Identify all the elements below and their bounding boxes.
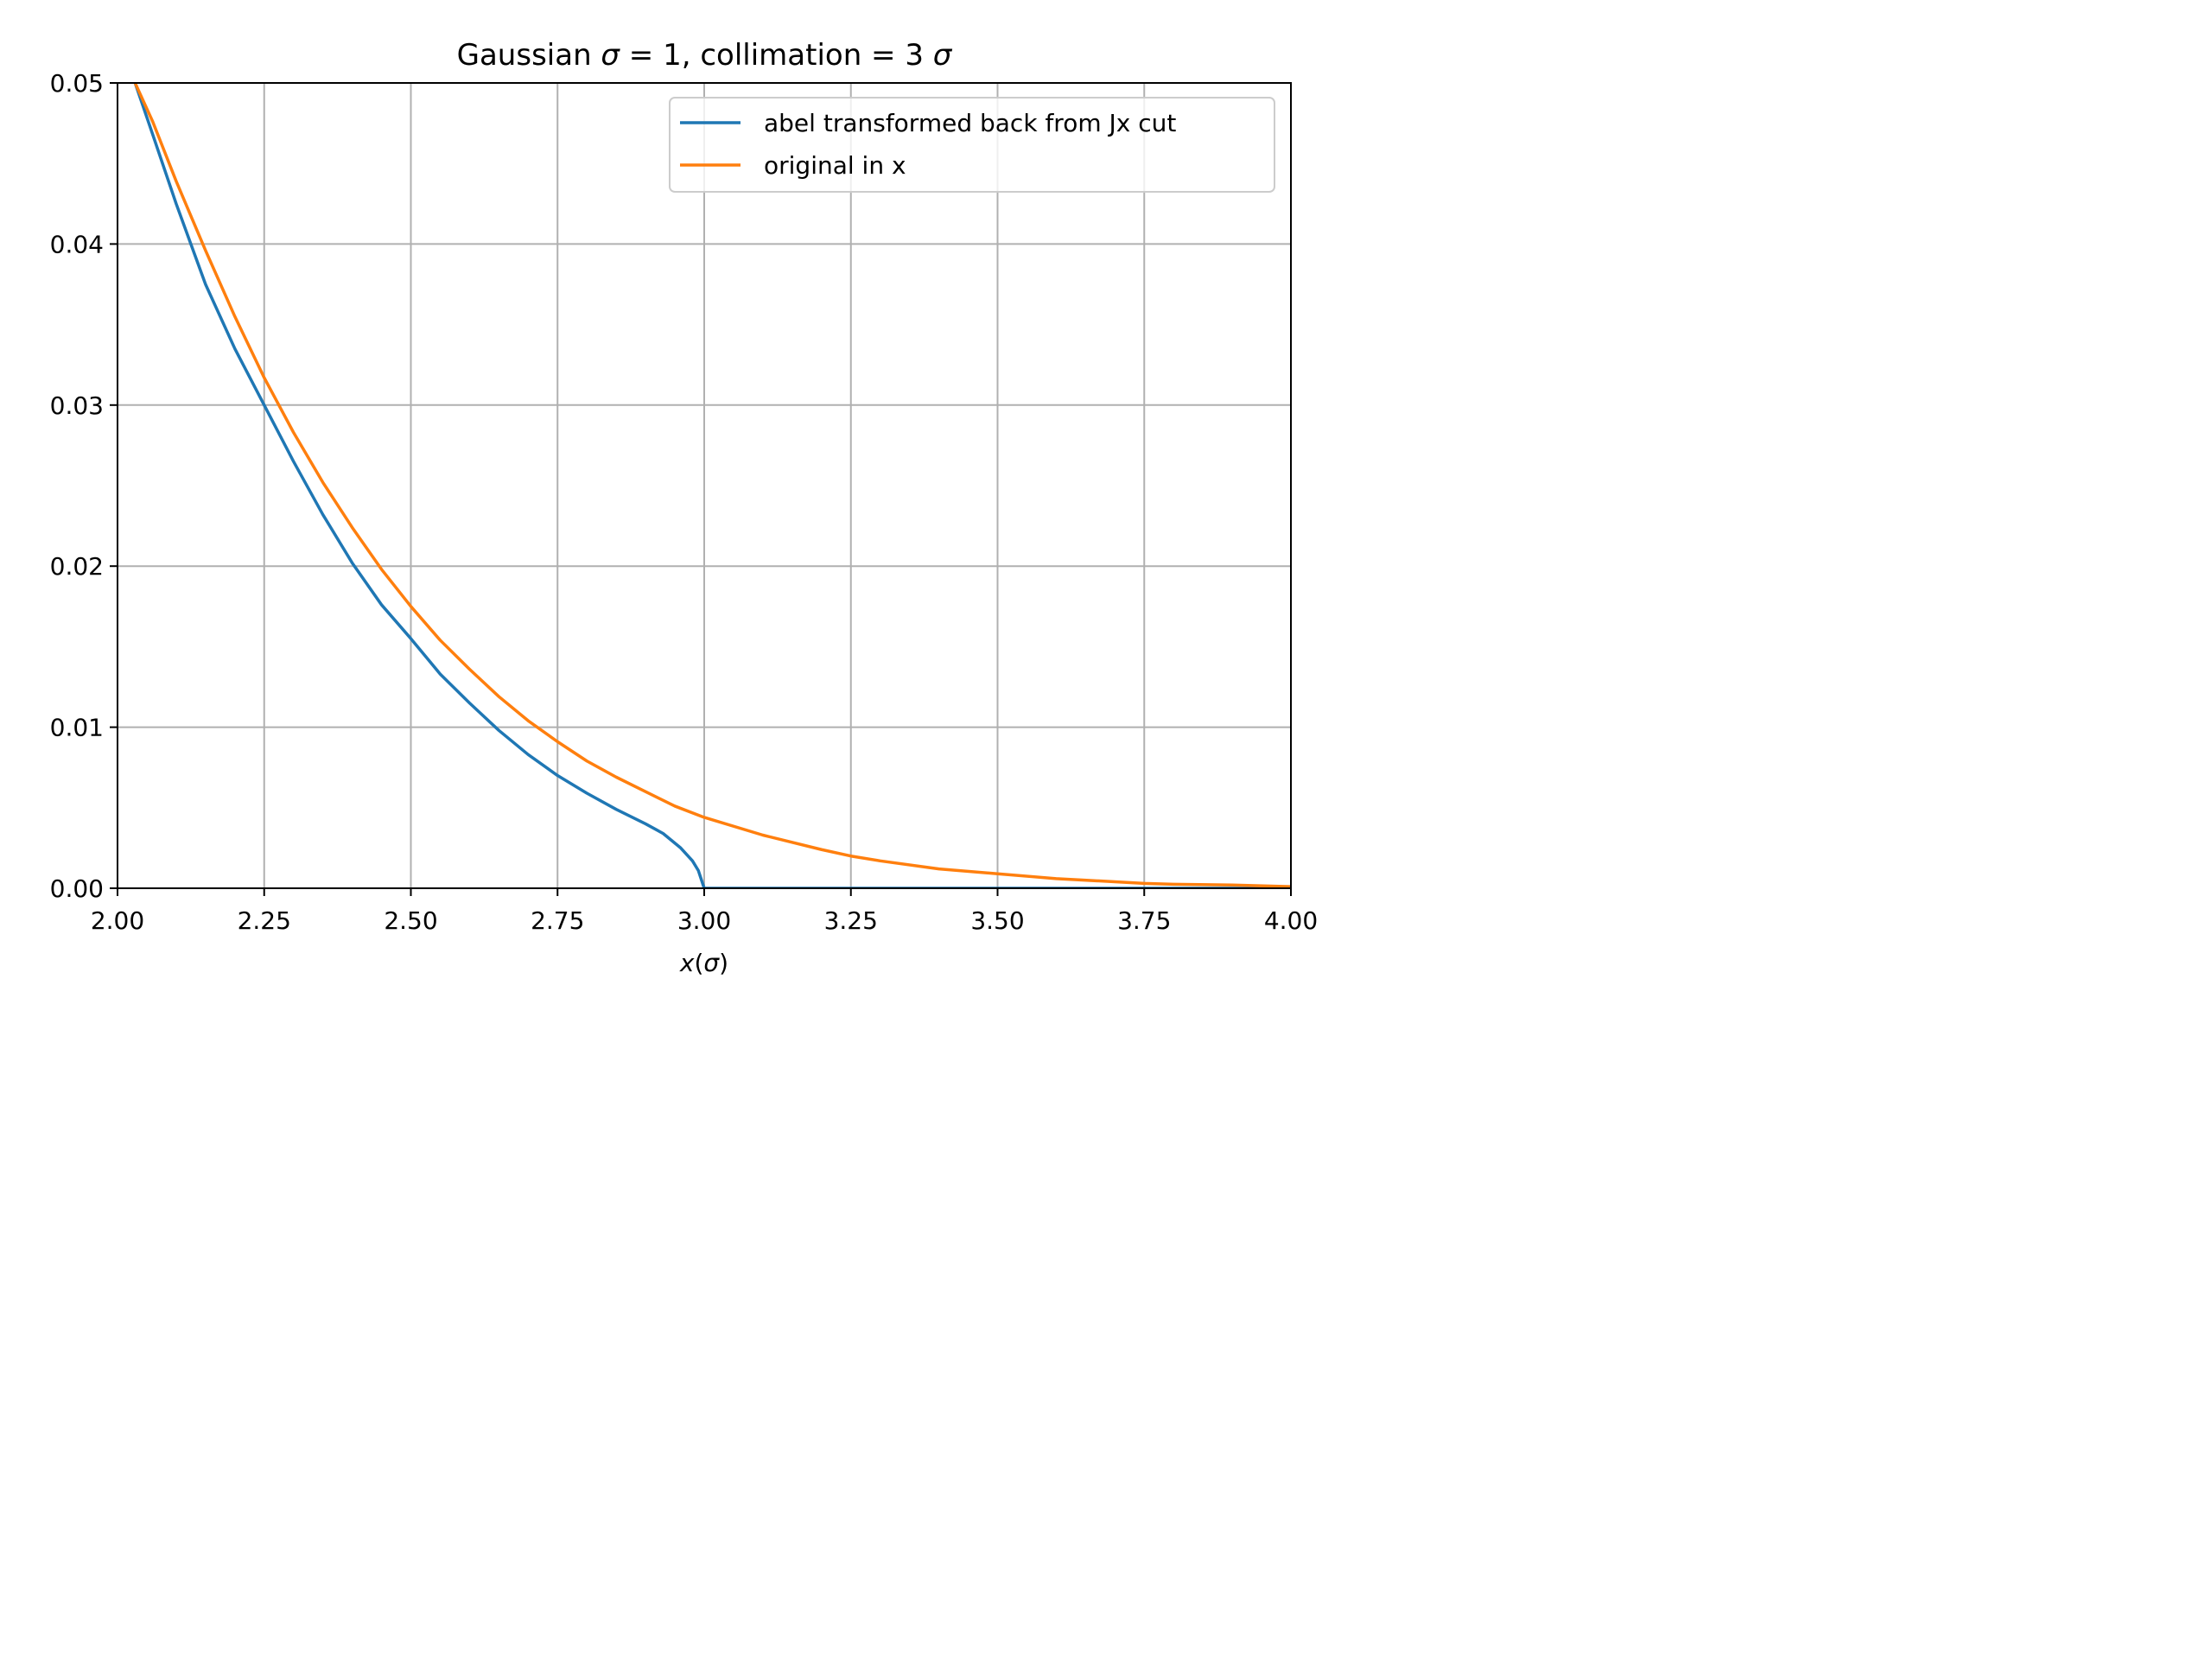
- y-tick-label: 0.01: [50, 714, 104, 742]
- y-tick-label: 0.05: [50, 69, 104, 98]
- x-tick-label: 2.25: [238, 906, 291, 935]
- x-tick-label: 2.50: [384, 906, 437, 935]
- chart-title: Gaussian σ = 1, collimation = 3 σ: [457, 38, 953, 73]
- y-tick-label: 0.02: [50, 552, 104, 581]
- x-tick-label: 2.00: [91, 906, 144, 935]
- legend-box: [669, 97, 1275, 193]
- x-axis-label: x(σ): [679, 949, 728, 977]
- y-tick-label: 0.03: [50, 391, 104, 420]
- legend-label-abel: abel transformed back from Jx cut: [764, 109, 1176, 137]
- series-line-original: [133, 83, 1291, 888]
- x-tick-label: 2.75: [531, 906, 584, 935]
- chart: Gaussian σ = 1, collimation = 3 σ 2.00 2.…: [0, 0, 1351, 1013]
- x-tick-label: 4.00: [1264, 906, 1318, 935]
- ticks: 2.00 2.25 2.50 2.75 3.00 3.25 3.50 3.75 4.00 0.00…: [50, 69, 1319, 935]
- x-tick-label: 3.50: [970, 906, 1024, 935]
- series-line-abel: [133, 83, 1291, 888]
- legend-label-original: original in x: [764, 151, 906, 180]
- x-tick-label: 3.75: [1117, 906, 1171, 935]
- legend: abel transformed back from Jx cut origin…: [669, 97, 1275, 193]
- x-tick-label: 3.25: [824, 906, 878, 935]
- series-layer: [133, 83, 1291, 888]
- y-tick-label: 0.04: [50, 230, 104, 258]
- x-tick-label: 3.00: [677, 906, 731, 935]
- y-tick-label: 0.00: [50, 874, 104, 903]
